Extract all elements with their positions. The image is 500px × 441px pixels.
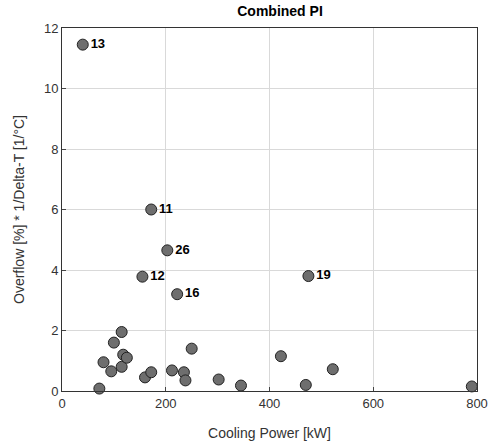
svg-text:12: 12 <box>150 268 164 283</box>
svg-text:Overflow [%] * 1/Delta-T [1/°C: Overflow [%] * 1/Delta-T [1/°C] <box>11 115 27 304</box>
svg-text:600: 600 <box>362 396 384 411</box>
svg-text:6: 6 <box>51 202 58 217</box>
svg-text:200: 200 <box>155 396 177 411</box>
svg-text:800: 800 <box>466 396 488 411</box>
svg-text:13: 13 <box>91 36 105 51</box>
svg-text:400: 400 <box>259 396 281 411</box>
svg-text:12: 12 <box>44 21 58 36</box>
svg-text:4: 4 <box>51 263 58 278</box>
svg-text:2: 2 <box>51 323 58 338</box>
svg-text:Combined PI: Combined PI <box>237 3 323 19</box>
svg-text:0: 0 <box>51 384 58 399</box>
svg-text:Cooling Power [kW]: Cooling Power [kW] <box>208 425 331 441</box>
svg-text:8: 8 <box>51 142 58 157</box>
svg-text:11: 11 <box>159 201 173 216</box>
svg-text:0: 0 <box>58 396 65 411</box>
svg-text:16: 16 <box>185 285 199 300</box>
svg-text:19: 19 <box>316 267 330 282</box>
svg-text:10: 10 <box>44 81 58 96</box>
svg-text:26: 26 <box>175 242 189 257</box>
